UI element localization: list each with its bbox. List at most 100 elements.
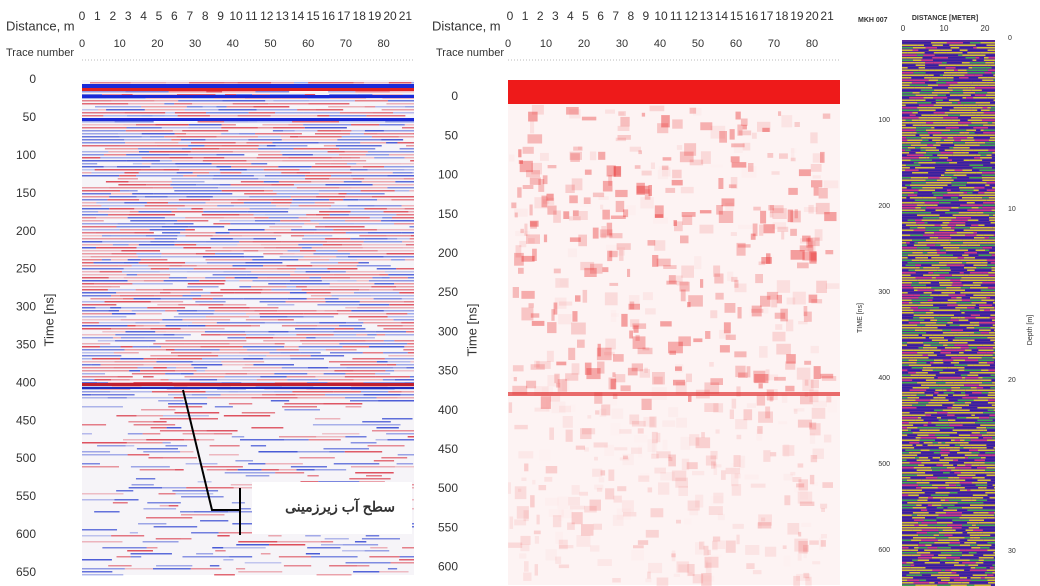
amplitude-patch bbox=[699, 210, 712, 214]
trace-stripe bbox=[191, 148, 220, 150]
trace-stripe bbox=[952, 159, 964, 161]
trace-stripe bbox=[184, 109, 219, 111]
trace-stripe bbox=[196, 265, 233, 267]
trace-stripe bbox=[159, 322, 193, 324]
trace-stripe bbox=[918, 497, 929, 499]
trace-stripe bbox=[990, 292, 995, 294]
trace-stripe bbox=[912, 507, 927, 509]
trace-stripe bbox=[947, 407, 952, 409]
trace-stripe bbox=[905, 124, 913, 126]
trace-stripe bbox=[929, 337, 945, 339]
trace-stripe bbox=[923, 204, 928, 206]
trace-stripe bbox=[309, 277, 322, 279]
trace-stripe bbox=[982, 172, 995, 174]
trace-stripe bbox=[329, 565, 358, 567]
trace-stripe bbox=[912, 444, 917, 446]
amplitude-patch bbox=[776, 294, 782, 304]
trace-stripe bbox=[103, 115, 127, 117]
trace-stripe bbox=[124, 349, 166, 351]
trace-stripe bbox=[401, 298, 414, 300]
trace-stripe bbox=[948, 477, 954, 479]
trace-stripe bbox=[178, 199, 211, 201]
trace-stripe bbox=[902, 509, 910, 511]
amplitude-patch bbox=[804, 360, 812, 365]
trace-stripe bbox=[962, 124, 969, 126]
trace-stripe bbox=[82, 454, 128, 456]
reflector bbox=[82, 95, 414, 98]
trace-stripe bbox=[919, 579, 927, 581]
trace-stripe bbox=[353, 82, 364, 84]
trace-stripe bbox=[915, 584, 921, 586]
trace-stripe bbox=[902, 149, 906, 151]
amplitude-patch bbox=[510, 373, 517, 379]
trace-stripe bbox=[902, 102, 918, 104]
trace-stripe bbox=[902, 127, 917, 129]
amplitude-patch bbox=[594, 392, 603, 404]
trace-stripe bbox=[381, 139, 404, 141]
trace-stripe bbox=[966, 174, 982, 176]
amplitude-patch bbox=[811, 299, 823, 304]
trace-stripe bbox=[949, 162, 958, 164]
amplitude-patch bbox=[764, 546, 777, 557]
trace-stripe bbox=[950, 189, 960, 191]
trace-stripe bbox=[82, 226, 117, 228]
trace-stripe bbox=[969, 334, 984, 336]
trace-stripe bbox=[922, 567, 926, 569]
trace-stripe bbox=[977, 397, 993, 399]
trace-stripe bbox=[276, 178, 306, 180]
trace-stripe bbox=[916, 132, 928, 134]
trace-stripe bbox=[949, 104, 964, 106]
trace-stripe bbox=[285, 301, 326, 303]
trace-tick-label: 80 bbox=[377, 38, 389, 50]
trace-stripe bbox=[143, 451, 181, 453]
trace-stripe bbox=[971, 497, 984, 499]
trace-stripe bbox=[989, 389, 995, 391]
amplitude-patch bbox=[521, 255, 535, 262]
trace-stripe bbox=[902, 437, 916, 439]
trace-stripe bbox=[953, 179, 962, 181]
trace-stripe bbox=[959, 489, 968, 491]
trace-stripe bbox=[933, 104, 950, 106]
amplitude-patch bbox=[610, 378, 617, 390]
trace-stripe bbox=[935, 189, 947, 191]
trace-stripe bbox=[983, 59, 995, 61]
trace-stripe bbox=[982, 529, 995, 531]
trace-stripe bbox=[945, 482, 960, 484]
trace-stripe bbox=[968, 459, 975, 461]
amplitude-patch bbox=[802, 251, 817, 261]
trace-stripe bbox=[984, 229, 995, 231]
amplitude-patch bbox=[782, 545, 787, 549]
trace-stripe bbox=[938, 92, 950, 94]
trace-stripe bbox=[950, 362, 960, 364]
trace-stripe bbox=[252, 259, 299, 261]
trace-stripe bbox=[954, 559, 970, 561]
trace-stripe bbox=[987, 499, 995, 501]
trace-stripe bbox=[182, 556, 230, 558]
trace-stripe bbox=[403, 349, 414, 351]
trace-stripe bbox=[957, 442, 964, 444]
trace-stripe bbox=[978, 287, 988, 289]
trace-stripe bbox=[971, 217, 977, 219]
trace-stripe bbox=[925, 72, 935, 74]
trace-stripe bbox=[331, 175, 351, 177]
trace-stripe bbox=[953, 174, 967, 176]
trace-stripe bbox=[918, 307, 933, 309]
amplitude-patch bbox=[710, 450, 718, 460]
trace-stripe bbox=[134, 208, 178, 210]
trace-stripe bbox=[185, 262, 207, 264]
trace-stripe bbox=[82, 463, 100, 465]
trace-stripe bbox=[977, 479, 991, 481]
amplitude-patch bbox=[657, 123, 669, 134]
trace-stripe bbox=[384, 271, 414, 273]
trace-stripe bbox=[952, 522, 968, 524]
trace-stripe bbox=[927, 132, 942, 134]
trace-stripe bbox=[902, 249, 917, 251]
trace-stripe bbox=[407, 277, 414, 279]
trace-stripe bbox=[986, 474, 995, 476]
trace-stripe bbox=[402, 94, 414, 96]
trace-stripe bbox=[82, 220, 104, 222]
trace-stripe bbox=[902, 299, 912, 301]
trace-stripe bbox=[248, 121, 258, 123]
trace-stripe bbox=[166, 367, 177, 369]
distance-label: Distance, m bbox=[6, 18, 75, 33]
